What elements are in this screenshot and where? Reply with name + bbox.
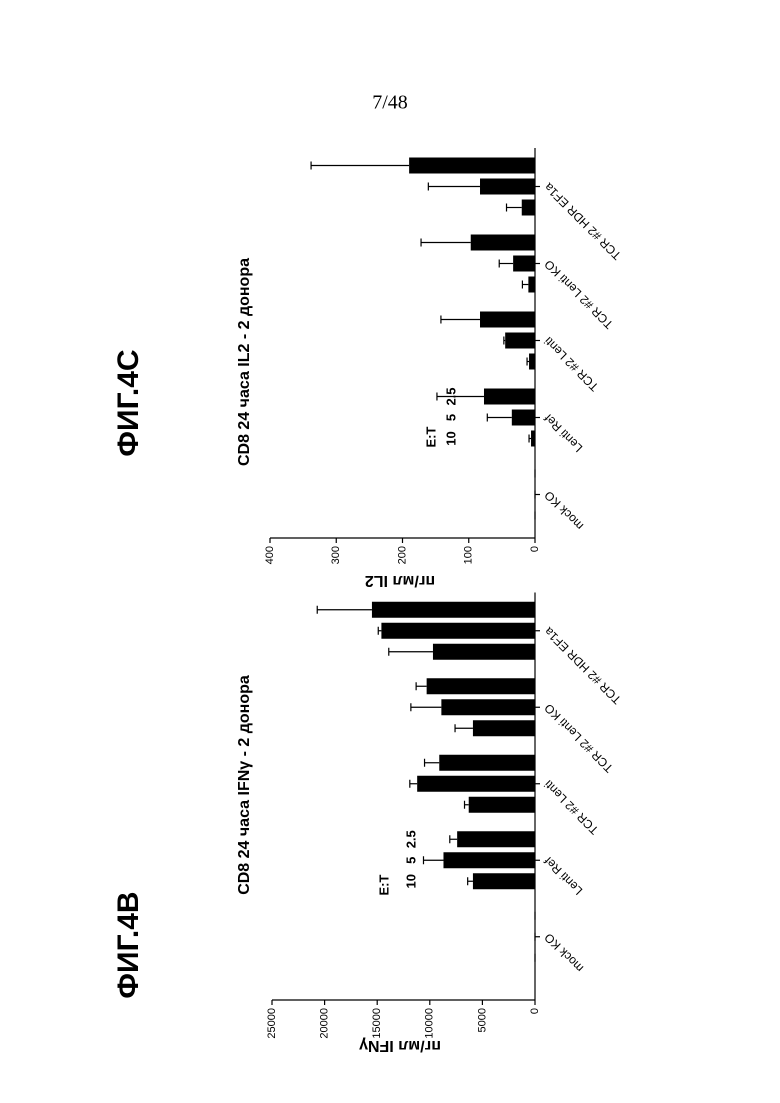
bar (513, 256, 535, 272)
bar (480, 312, 535, 328)
y-tick-label: 300 (330, 546, 342, 564)
legend-label: 10 (403, 874, 418, 888)
x-tick-label: Lenti Ref (541, 411, 585, 455)
legend-label: 5 (403, 857, 418, 864)
bar (441, 699, 535, 715)
chart-title: CD8 24 часа IL2 - 2 донора (236, 258, 253, 466)
y-tick-label: 20000 (319, 1008, 331, 1039)
y-tick-label: 0 (529, 546, 541, 552)
chart-title: CD8 24 часа IFNγ - 2 донора (236, 675, 253, 895)
annotation: E:T (376, 874, 391, 895)
bar (473, 720, 535, 736)
figure-page: 7/48 ФИГ.4В CD8 24 часа IFNγ - 2 донора пг… (0, 0, 780, 1103)
x-tick-label: TCR #2 HDR EF1a (541, 180, 624, 263)
bar (528, 277, 535, 293)
chart: ФИГ.4ВCD8 24 часа IFNγ - 2 донорапг/мл I… (112, 593, 624, 1054)
bar (417, 776, 535, 792)
bar (471, 235, 535, 251)
x-tick-label: mock KO (541, 488, 586, 533)
annotation: E:T (423, 426, 438, 447)
bar (484, 389, 535, 405)
y-tick-label: 25000 (266, 1008, 278, 1039)
bar (529, 354, 535, 370)
y-tick-label: 100 (463, 546, 475, 564)
x-tick-label: mock KO (541, 930, 586, 975)
bar (439, 755, 535, 771)
y-tick-label: 5000 (476, 1008, 488, 1032)
page-number: 7/48 (372, 92, 408, 114)
bar (469, 797, 535, 813)
y-tick-label: 200 (396, 546, 408, 564)
x-tick-label: TCR #2 Lenti (541, 777, 601, 837)
bar (427, 678, 535, 694)
y-axis-label: пг/мл IL2 (365, 572, 435, 589)
y-tick-label: 15000 (371, 1008, 383, 1039)
y-tick-label: 10000 (424, 1008, 436, 1039)
bar (409, 158, 535, 174)
bar (433, 644, 535, 660)
x-tick-label: TCR #2 Lenti (541, 334, 601, 394)
x-tick-label: Lenti Ref (541, 853, 585, 897)
y-tick-label: 0 (529, 1008, 541, 1014)
figure-label: ФИГ.4С (112, 349, 145, 456)
bar (473, 873, 535, 889)
legend-label: 10 (443, 431, 458, 445)
page: 7/48 ФИГ.4В CD8 24 часа IFNγ - 2 донора пг… (0, 0, 780, 1103)
legend-label: 5 (443, 414, 458, 421)
bar (531, 431, 535, 447)
bar (505, 333, 535, 349)
legend-label: 2.5 (403, 830, 418, 848)
bar (480, 179, 535, 195)
bar (512, 410, 535, 426)
x-tick-label: TCR #2 HDR EF1a (541, 624, 624, 707)
y-tick-label: 400 (264, 546, 276, 564)
bar (457, 831, 535, 847)
bar (372, 602, 535, 618)
chart: ФИГ.4С CD8 24 часа IL2 - 2 донора пг/мл IL… (112, 148, 624, 589)
figure-label: ФИГ.4В (112, 891, 145, 998)
bar (522, 200, 535, 216)
x-tick-label: TCR #2 Lenti KO (541, 701, 616, 776)
bar (381, 623, 535, 639)
bar (443, 852, 535, 868)
x-tick-label: TCR #2 Lenti KO (541, 257, 616, 332)
